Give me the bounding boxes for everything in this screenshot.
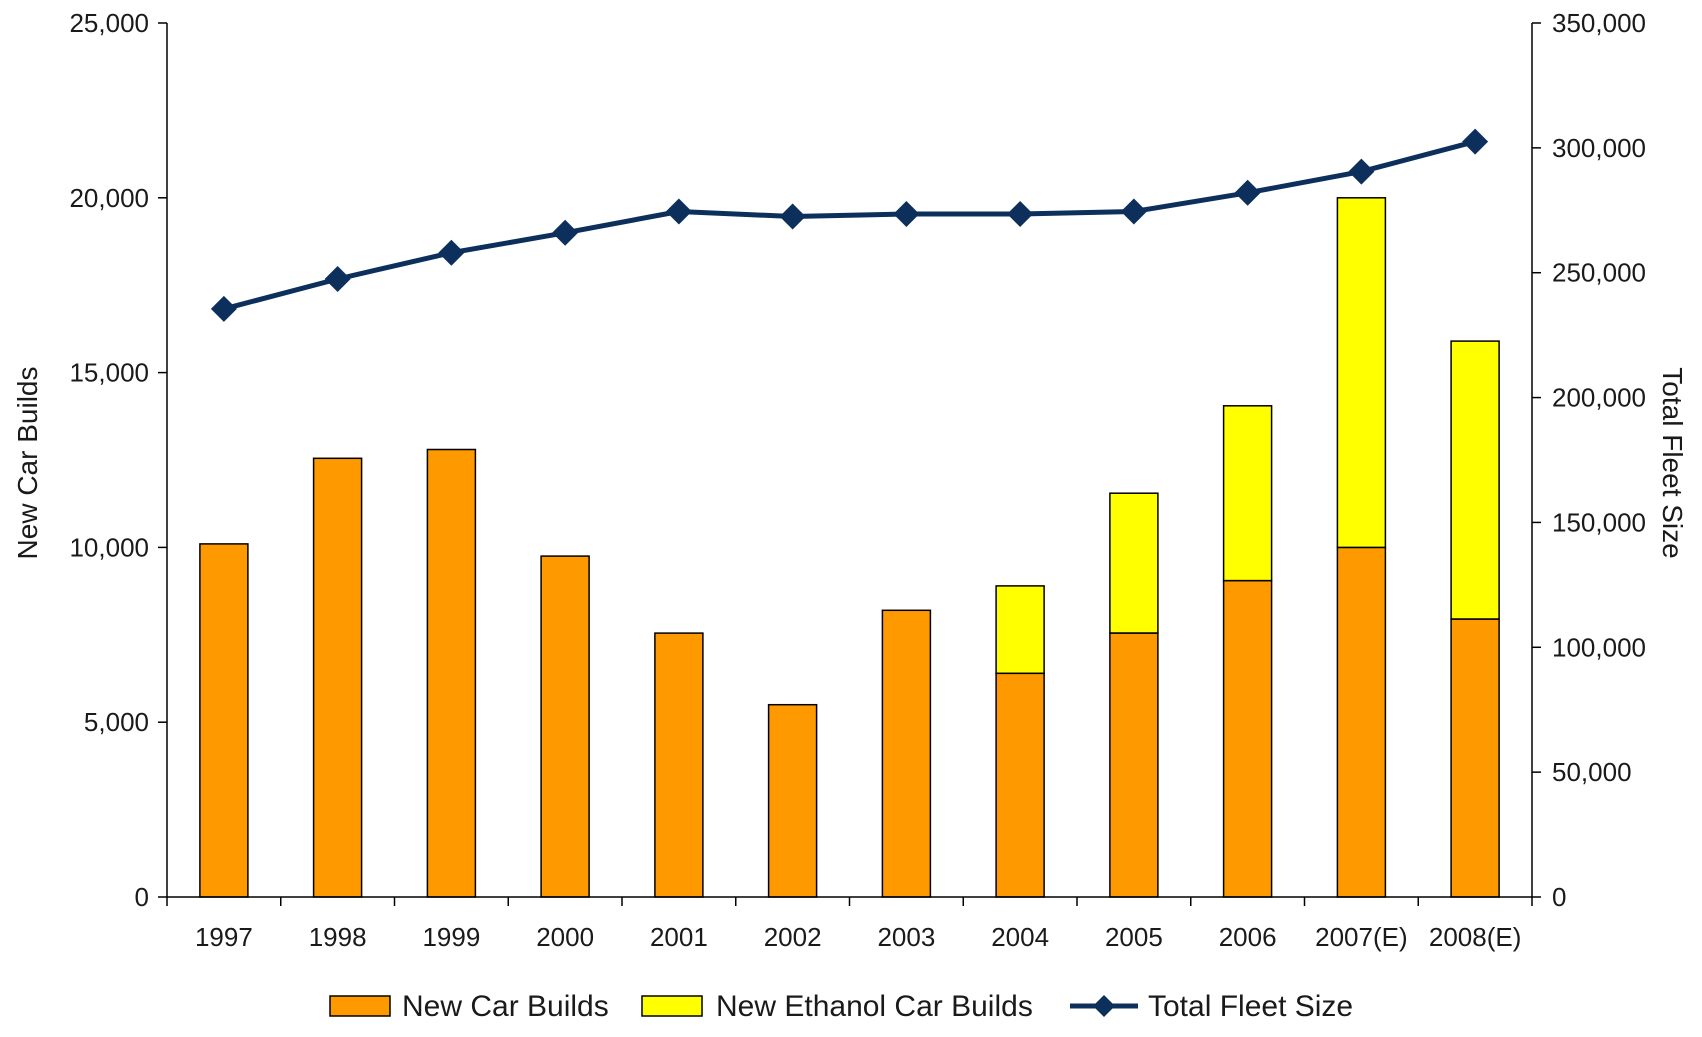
legend-label-new-ethanol-car-builds: New Ethanol Car Builds <box>716 990 1033 1023</box>
y2-tick-label: 150,000 <box>1552 507 1646 537</box>
x-tick-label: 1999 <box>422 922 480 952</box>
y2-tick-label: 200,000 <box>1552 383 1646 413</box>
axes-layer: 0 5,000 10,000 15,000 20,000 25,000 0 50,000 100… <box>69 8 1646 952</box>
bar-new-ethanol-car-builds-2004 <box>995 585 1045 675</box>
bar-new-car-builds-2007(E) <box>1336 546 1387 898</box>
point-total-fleet-size-1998 <box>324 265 351 292</box>
legend: New Car Builds New Ethanol Car Builds Tota… <box>329 990 1353 1023</box>
legend-swatch-marker-total-fleet-size <box>1093 995 1115 1017</box>
y2-tick-label: 100,000 <box>1552 632 1646 662</box>
point-total-fleet-size-2004 <box>1007 201 1034 228</box>
x-tick-label: 1998 <box>309 922 367 952</box>
point-total-fleet-size-2003 <box>893 201 920 228</box>
line-total-fleet-size <box>223 139 1476 312</box>
point-total-fleet-size-1999 <box>438 239 465 266</box>
line-layer <box>210 128 1489 322</box>
point-total-fleet-size-2001 <box>665 198 692 225</box>
bar-new-car-builds-2006 <box>1222 579 1273 898</box>
x-tick-label: 2007(E) <box>1315 922 1408 952</box>
bar-new-ethanol-car-builds-2005 <box>1109 492 1159 634</box>
bar-new-ethanol-car-builds-2007(E) <box>1336 197 1387 549</box>
y2-tick-label: 300,000 <box>1552 133 1646 163</box>
bar-new-car-builds-1998 <box>312 457 363 898</box>
legend-label-total-fleet-size: Total Fleet Size <box>1148 990 1353 1023</box>
legend-swatch-new-car-builds <box>329 995 391 1017</box>
point-total-fleet-size-2002 <box>779 203 806 230</box>
bar-new-car-builds-2003 <box>881 609 932 898</box>
legend-swatch-new-ethanol-car-builds <box>641 995 703 1017</box>
point-total-fleet-size-2007(E) <box>1348 158 1375 185</box>
x-tick-label: 2001 <box>650 922 708 952</box>
x-tick-label: 2002 <box>764 922 822 952</box>
point-total-fleet-size-1997 <box>210 295 237 322</box>
y2-tick-label: 0 <box>1552 882 1566 912</box>
y-tick-label: 20,000 <box>69 183 149 213</box>
bar-new-car-builds-2004 <box>995 672 1045 898</box>
x-tick-label: 2008(E) <box>1429 922 1522 952</box>
point-total-fleet-size-2000 <box>552 219 579 246</box>
point-total-fleet-size-2005 <box>1120 198 1147 225</box>
y2-tick-label: 250,000 <box>1552 258 1646 288</box>
bar-new-ethanol-car-builds-2006 <box>1222 405 1273 582</box>
y-axis-title: New Car Builds <box>12 367 43 560</box>
x-tick-label: 2003 <box>877 922 935 952</box>
x-tick-label: 2000 <box>536 922 594 952</box>
bar-new-car-builds-1999 <box>426 448 477 898</box>
bar-new-car-builds-2008(E) <box>1450 618 1500 898</box>
point-total-fleet-size-2006 <box>1234 179 1261 206</box>
y2-tick-label: 350,000 <box>1552 8 1646 38</box>
legend-label-new-car-builds: New Car Builds <box>402 990 609 1023</box>
y-tick-label: 5,000 <box>84 707 149 737</box>
bar-new-car-builds-2000 <box>540 555 590 898</box>
bar-new-car-builds-1997 <box>199 543 249 898</box>
x-tick-label: 2004 <box>991 922 1049 952</box>
y-tick-label: 25,000 <box>69 8 149 38</box>
x-tick-label: 2005 <box>1105 922 1163 952</box>
bar-new-car-builds-2001 <box>654 632 704 898</box>
bar-new-car-builds-2005 <box>1109 632 1159 898</box>
y2-axis-title: Total Fleet Size <box>1657 367 1688 558</box>
x-tick-label: 1997 <box>195 922 253 952</box>
y-tick-label: 10,000 <box>69 532 149 562</box>
y-tick-label: 0 <box>135 882 149 912</box>
bar-new-ethanol-car-builds-2008(E) <box>1450 340 1500 620</box>
y2-tick-label: 50,000 <box>1552 757 1632 787</box>
x-tick-label: 2006 <box>1219 922 1277 952</box>
point-total-fleet-size-2008(E) <box>1462 128 1489 155</box>
bars-layer <box>199 197 1500 898</box>
y-tick-label: 15,000 <box>69 358 149 388</box>
bar-new-car-builds-2002 <box>767 703 818 898</box>
